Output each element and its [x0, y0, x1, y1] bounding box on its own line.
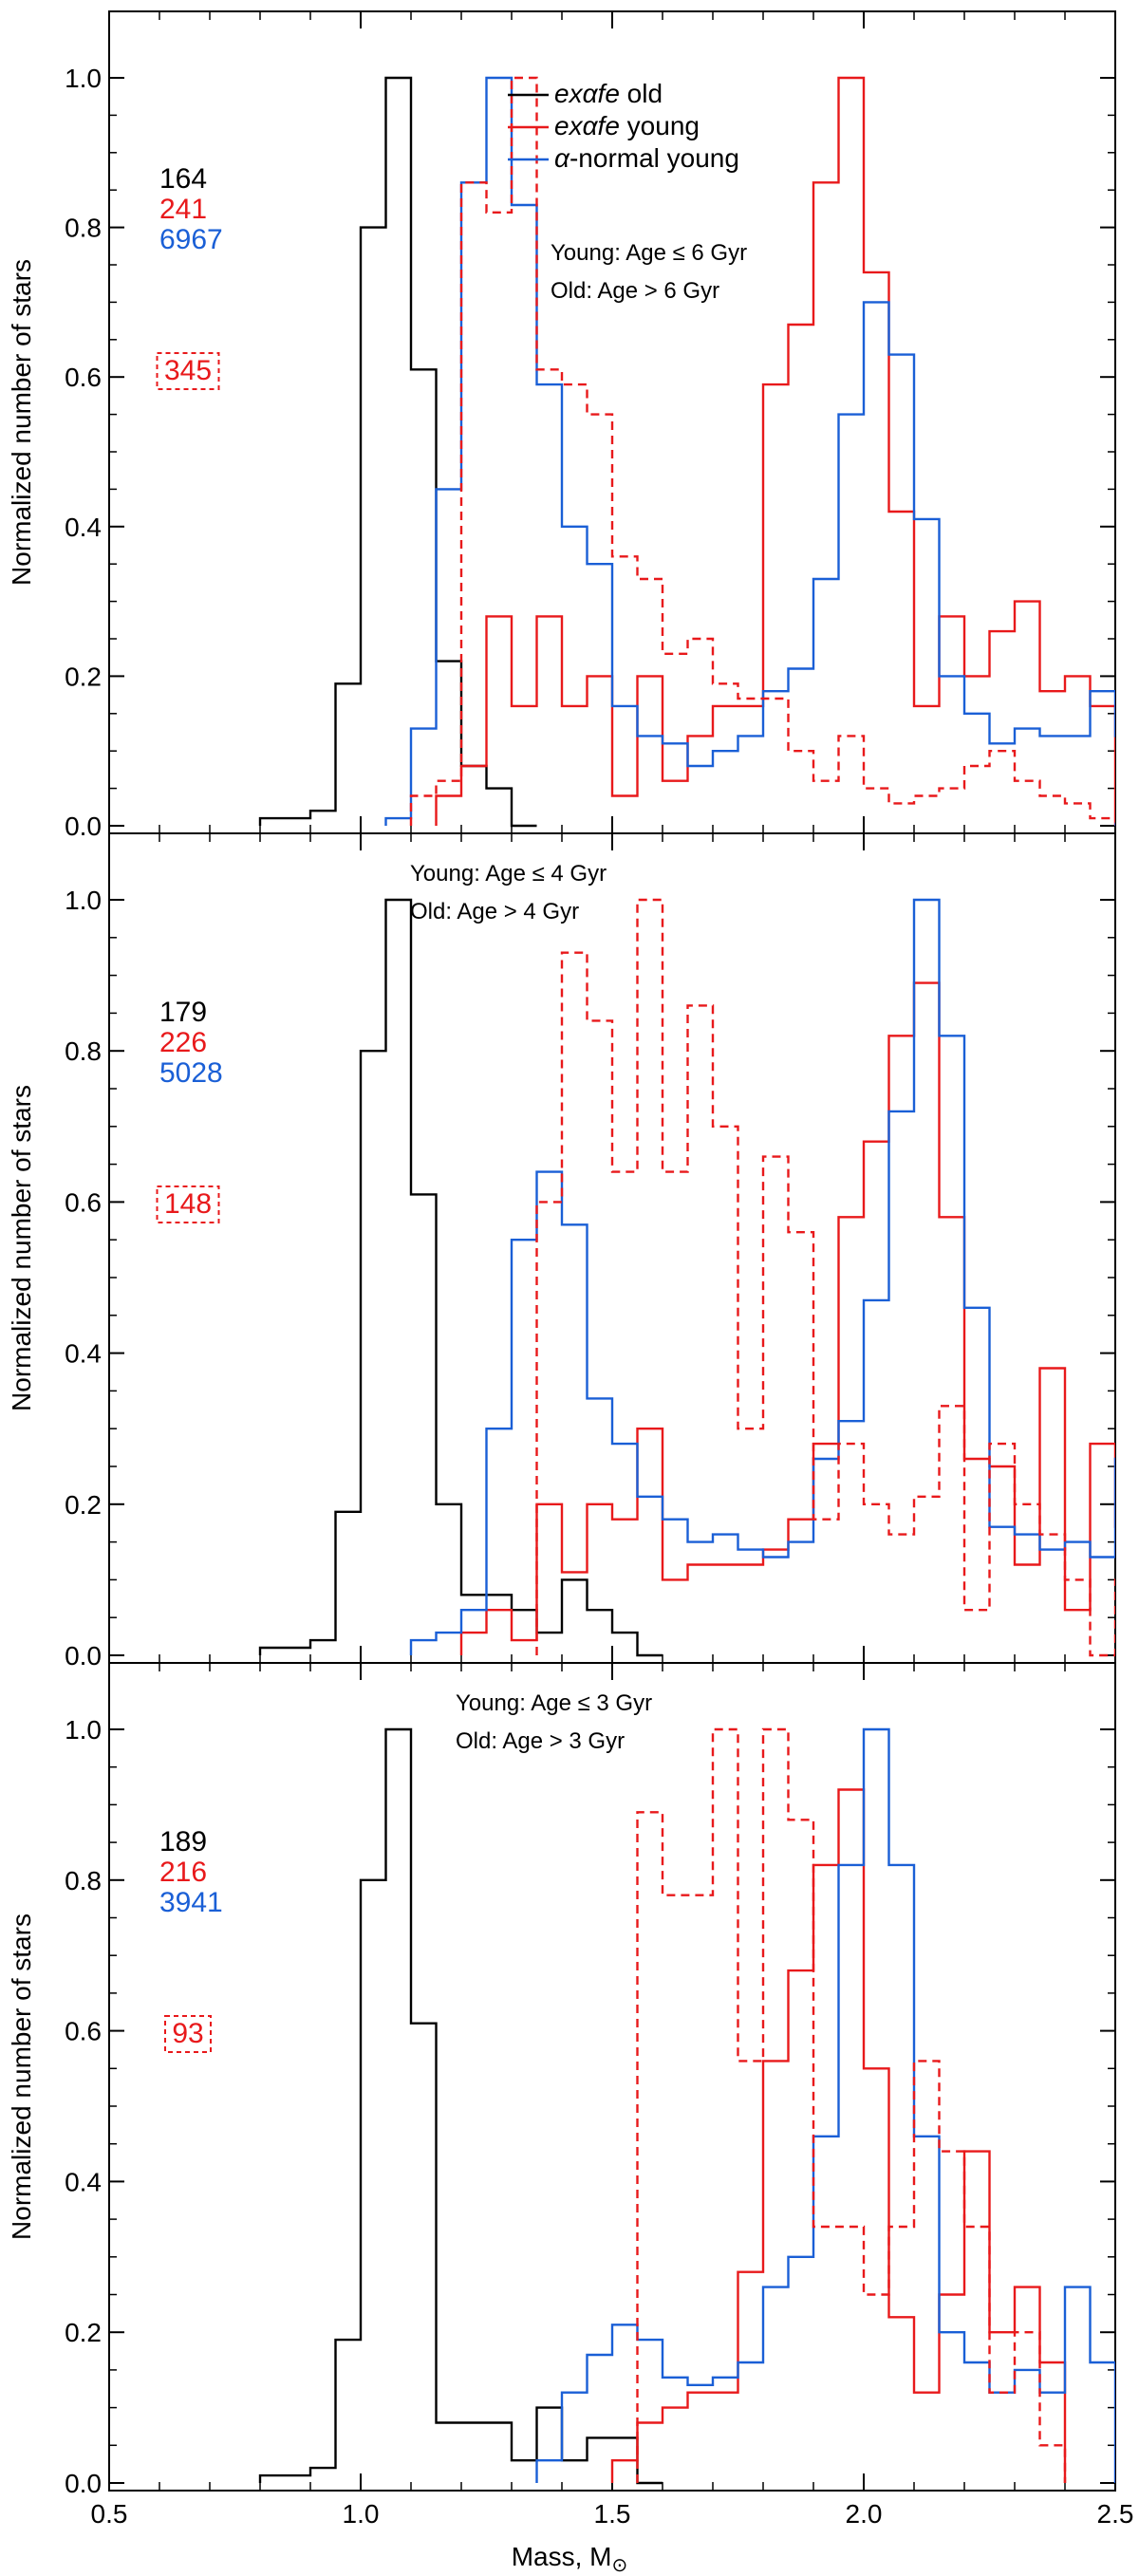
y-tick-label: 0.4 — [65, 513, 102, 542]
legend-label: α-normal young — [554, 143, 739, 173]
panel-1: 0.0 0.2 0.4 0.6 0.8 1.0 Normalized number of s… — [7, 10, 1116, 841]
y-tick-label: 0.2 — [65, 1490, 102, 1520]
age-text: Old: Age > 4 Gyr — [410, 899, 579, 924]
x-axis-label-symbol: ⊙ — [612, 2555, 628, 2576]
legend-label: exαfe young — [554, 111, 700, 140]
histogram-series — [409, 76, 1115, 826]
histogram-series — [384, 76, 1115, 826]
age-text: Young: Age ≤ 4 Gyr — [410, 861, 607, 887]
y-tick-label: 1.0 — [65, 1715, 102, 1745]
y-tick-label: 0.0 — [65, 2469, 102, 2498]
boxed-count-frame — [156, 352, 220, 390]
count-label: 5028 — [159, 1057, 223, 1089]
age-text: Old: Age > 3 Gyr — [456, 1728, 625, 1754]
histogram-series — [258, 898, 663, 1657]
y-tick-label: 0.2 — [65, 662, 102, 691]
y-tick-label: 0.2 — [65, 2318, 102, 2347]
boxed-count-label: 345 — [164, 355, 212, 386]
histogram-series — [459, 981, 1115, 1655]
y-axis-label: Normalized number of stars — [7, 1085, 36, 1411]
count-label: 189 — [159, 1826, 207, 1857]
histogram-series — [535, 1727, 1115, 2483]
legend-label: exαfe old — [554, 79, 663, 108]
panel-3: 0.0 0.2 0.4 0.6 0.8 1.0 0.5 1.0 1.5 2.0 2.5 Normali… — [7, 1662, 1134, 2529]
histogram-series — [435, 76, 1115, 826]
histogram-series — [258, 1727, 663, 2485]
panels: 0.0 0.2 0.4 0.6 0.8 1.0 Normalized number of s… — [7, 10, 1134, 2529]
x-tick-label: 1.5 — [594, 2499, 631, 2529]
boxed-count-label: 148 — [164, 1188, 212, 1220]
y-tick-label: 0.8 — [65, 214, 102, 243]
x-tick-label: 2.5 — [1097, 2499, 1134, 2529]
panel-2: 0.0 0.2 0.4 0.6 0.8 1.0 Normalized number of s… — [7, 832, 1116, 1671]
age-text: Young: Age ≤ 3 Gyr — [456, 1690, 652, 1716]
count-label: 226 — [159, 1027, 207, 1058]
y-tick-label: 0.0 — [65, 812, 102, 841]
x-tick-label: 2.0 — [846, 2499, 883, 2529]
x-axis-label: Mass, M⊙ — [512, 2542, 628, 2576]
y-tick-label: 0.4 — [65, 1339, 102, 1369]
count-label: 241 — [159, 194, 207, 225]
age-text: Old: Age > 6 Gyr — [551, 278, 719, 304]
y-tick-label: 0.6 — [65, 2017, 102, 2046]
count-label: 216 — [159, 1857, 207, 1888]
count-label: 6967 — [159, 224, 223, 255]
y-tick-label: 1.0 — [65, 64, 102, 93]
boxed-count-frame — [164, 2015, 212, 2053]
boxed-count-label: 93 — [172, 2018, 203, 2049]
count-label: 3941 — [159, 1887, 223, 1918]
x-tick-label: 1.0 — [343, 2499, 380, 2529]
y-tick-label: 0.6 — [65, 363, 102, 392]
y-tick-label: 0.8 — [65, 1866, 102, 1895]
boxed-count-frame — [156, 1185, 220, 1223]
y-tick-label: 0.6 — [65, 1187, 102, 1217]
y-axis-label: Normalized number of stars — [7, 1913, 36, 2240]
y-tick-label: 0.4 — [65, 2167, 102, 2196]
y-axis-label: Normalized number of stars — [7, 259, 36, 586]
age-text: Young: Age ≤ 6 Gyr — [551, 240, 747, 266]
y-tick-label: 1.0 — [65, 886, 102, 915]
x-tick-label: 0.5 — [91, 2499, 128, 2529]
y-tick-label: 0.0 — [65, 1641, 102, 1671]
plot-frame — [108, 1662, 1116, 2492]
y-tick-label: 0.8 — [65, 1036, 102, 1066]
count-label: 164 — [159, 163, 207, 195]
histogram-series — [258, 76, 537, 828]
histogram-series — [636, 1727, 1067, 2483]
histogram-series — [409, 898, 1115, 1655]
count-label: 179 — [159, 997, 207, 1028]
